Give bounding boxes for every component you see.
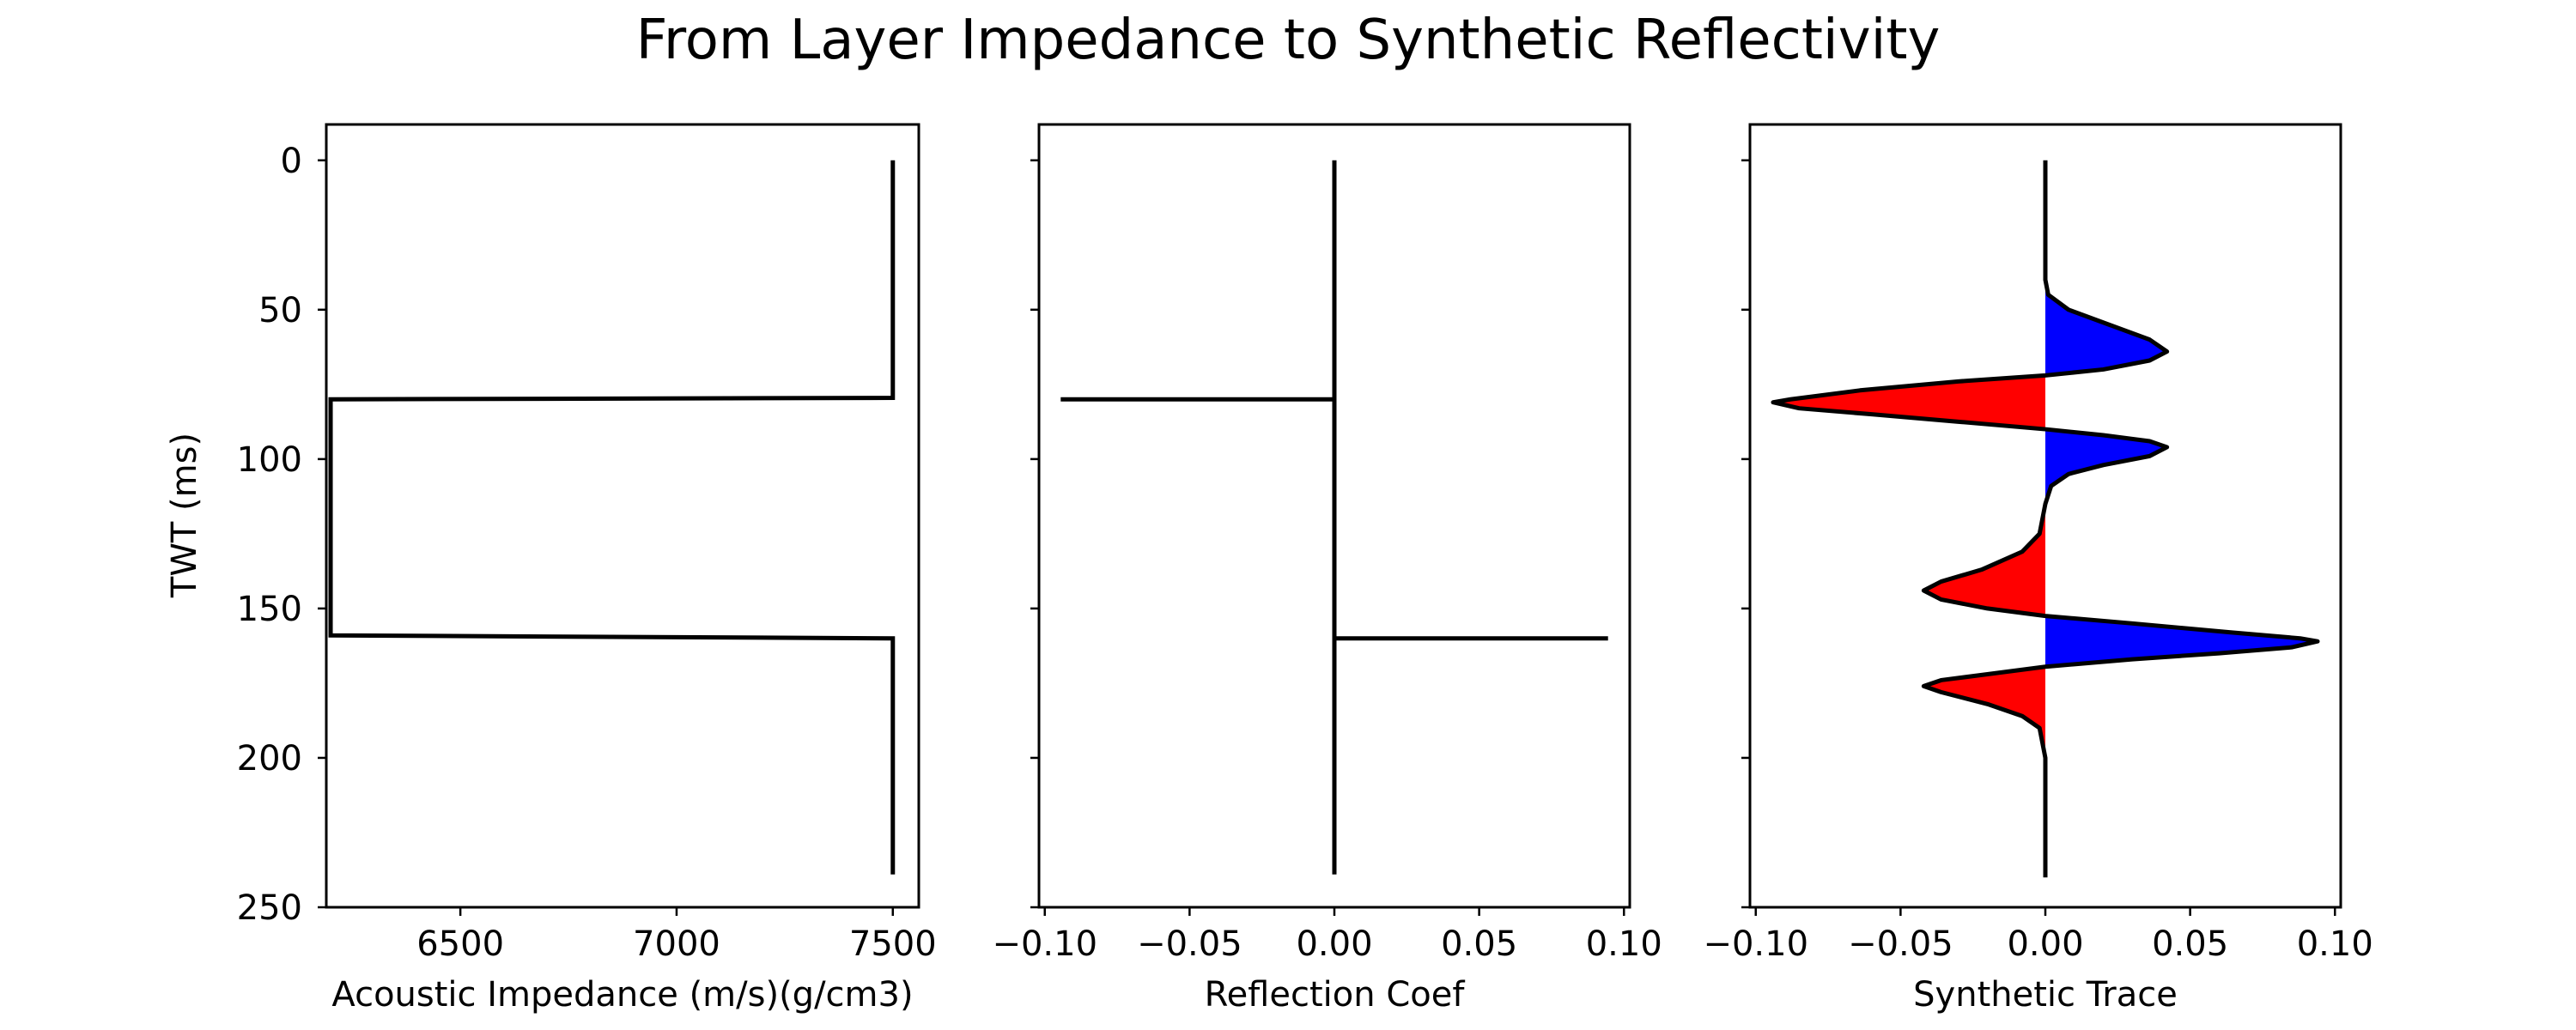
negative-lobe-2 (1772, 375, 2045, 430)
positive-lobe-5 (2045, 615, 2318, 667)
y-tick-label: 100 (237, 440, 302, 480)
x-axis-label: Synthetic Trace (1913, 975, 2178, 1015)
x-axis-label: Reflection Coef (1205, 975, 1466, 1015)
panel-3: −0.10 −0.05 0.00 0.05 0.10 Synthetic Trace (1703, 123, 2373, 1015)
negative-lobe-4 (1923, 504, 2045, 616)
y-tick-label: 150 (237, 590, 302, 629)
panel-2: −0.10 −0.05 0.00 0.05 0.10 Reflection Coef (992, 123, 1662, 1015)
x-tick-label: 0.05 (2152, 924, 2228, 964)
axes-frame (325, 123, 920, 909)
x-tick-label: 6500 (416, 924, 504, 964)
chart-title: From Layer Impedance to Synthetic Reflec… (636, 9, 1941, 72)
x-tick-label: −0.10 (992, 924, 1097, 964)
positive-lobe-3 (2045, 429, 2167, 505)
x-tick-label: 0.10 (2297, 924, 2373, 964)
x-tick-label: 0.10 (1586, 924, 1662, 964)
x-tick-label: 7500 (849, 924, 937, 964)
x-tick-label: 0.05 (1441, 924, 1517, 964)
x-tick-label: −0.05 (1848, 924, 1953, 964)
series-line-1 (328, 160, 896, 875)
y-tick-label: 200 (237, 739, 302, 779)
x-tick-label: −0.05 (1137, 924, 1242, 964)
x-axis-label: Acoustic Impedance (m/s)(g/cm3) (331, 975, 913, 1015)
negative-lobe-6 (1923, 666, 2045, 758)
y-axis-label: TWT (ms) (165, 433, 204, 598)
y-tick-label: 0 (281, 142, 302, 181)
panels: 6500 7000 7500 Acoustic Impedance (m/s)(g/c… (237, 123, 2373, 1015)
y-tick-label: 250 (237, 888, 302, 928)
x-tick-label: 0.00 (1296, 924, 1372, 964)
trace-line (1771, 160, 2320, 878)
x-tick-label: −0.10 (1703, 924, 1808, 964)
y-tick-label: 50 (258, 291, 302, 330)
x-tick-label: 7000 (633, 924, 720, 964)
x-tick-label: 0.00 (2007, 924, 2083, 964)
series-line-1 (1060, 160, 1608, 875)
panel-1: 6500 7000 7500 Acoustic Impedance (m/s)(g/c… (237, 123, 937, 1015)
positive-lobe-1 (2045, 280, 2167, 376)
